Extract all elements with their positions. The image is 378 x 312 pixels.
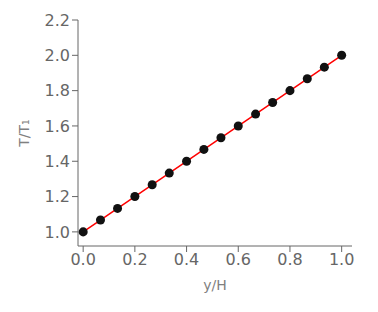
svg-text:0.6: 0.6 <box>226 250 251 269</box>
svg-text:1.4: 1.4 <box>45 152 70 171</box>
svg-text:y/H: y/H <box>203 277 227 293</box>
svg-text:0.4: 0.4 <box>174 250 199 269</box>
svg-text:0.2: 0.2 <box>122 250 147 269</box>
svg-text:0.8: 0.8 <box>277 250 302 269</box>
svg-text:1.6: 1.6 <box>45 117 70 136</box>
svg-text:2.2: 2.2 <box>45 11 70 30</box>
svg-text:1.2: 1.2 <box>45 187 70 206</box>
svg-text:1.8: 1.8 <box>45 81 70 100</box>
svg-text:1.0: 1.0 <box>329 250 354 269</box>
svg-text:T/T₁: T/T₁ <box>16 119 32 147</box>
svg-text:0.0: 0.0 <box>70 250 95 269</box>
svg-text:1.0: 1.0 <box>45 223 70 242</box>
svg-text:2.0: 2.0 <box>45 46 70 65</box>
